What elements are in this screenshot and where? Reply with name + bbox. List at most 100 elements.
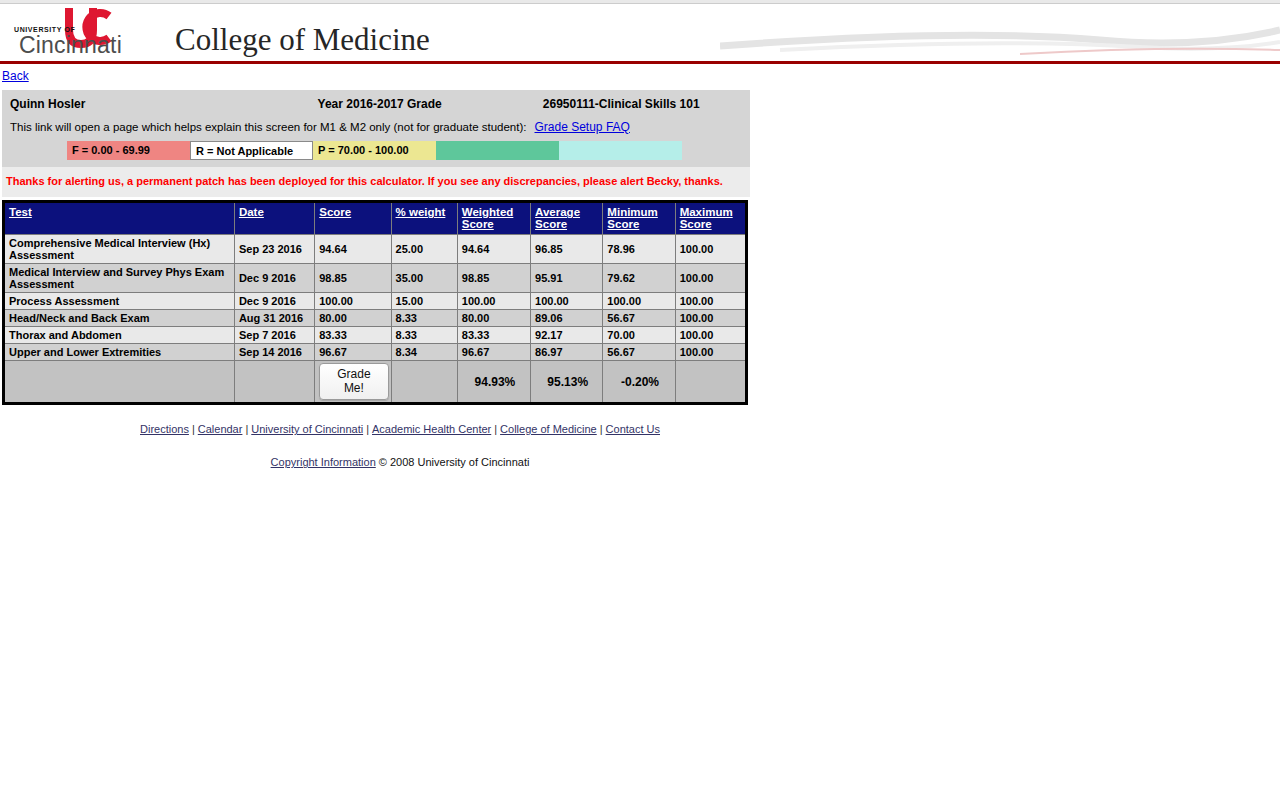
- score-cell: 96.67: [315, 344, 391, 361]
- minimum-score-cell: 100.00: [603, 293, 675, 310]
- footer-link-university-of-cincinnati[interactable]: University of Cincinnati: [251, 423, 363, 435]
- summary-row: Grade Me! 94.93% 95.13% -0.20%: [4, 361, 747, 404]
- score-cell: 98.85: [315, 264, 391, 293]
- test-cell: Head/Neck and Back Exam: [4, 310, 235, 327]
- score-cell: 100.00: [315, 293, 391, 310]
- minimum-score-cell: 56.67: [603, 310, 675, 327]
- minimum-score-cell: 78.96: [603, 235, 675, 264]
- grades-table: Test Date Score % weight Weighted Score …: [2, 200, 748, 405]
- maximum-score-cell: 100.00: [675, 264, 746, 293]
- summary-empty-maximum-cell: [675, 361, 746, 404]
- column-header-date[interactable]: Date: [234, 202, 314, 235]
- weighted-score-cell: 83.33: [457, 327, 530, 344]
- column-header-weighted-score[interactable]: Weighted Score: [457, 202, 530, 235]
- footer-links: Directions|Calendar|University of Cincin…: [0, 423, 800, 435]
- weighted-score-cell: 94.64: [457, 235, 530, 264]
- date-cell: Sep 23 2016: [234, 235, 314, 264]
- footer-link-directions[interactable]: Directions: [140, 423, 189, 435]
- minimum-score-cell: 56.67: [603, 344, 675, 361]
- faq-help-line: This link will open a page which helps e…: [2, 114, 750, 141]
- column-header-test[interactable]: Test: [4, 202, 235, 235]
- weighted-score-cell: 98.85: [457, 264, 530, 293]
- table-row: Thorax and Abdomen Sep 7 2016 83.33 8.33…: [4, 327, 747, 344]
- test-cell: Thorax and Abdomen: [4, 327, 235, 344]
- grade-legend: F = 0.00 - 69.99 R = Not Applicable P = …: [2, 141, 750, 167]
- column-header-minimum-score[interactable]: Minimum Score: [603, 202, 675, 235]
- summary-empty-date-cell: [234, 361, 314, 404]
- maximum-score-cell: 100.00: [675, 235, 746, 264]
- copyright-line: Copyright Information © 2008 University …: [0, 456, 800, 468]
- table-row: Head/Neck and Back Exam Aug 31 2016 80.0…: [4, 310, 747, 327]
- back-link[interactable]: Back: [2, 69, 29, 83]
- date-cell: Dec 9 2016: [234, 293, 314, 310]
- footer-link-college-of-medicine[interactable]: College of Medicine: [500, 423, 597, 435]
- maximum-score-cell: 100.00: [675, 310, 746, 327]
- average-score-cell: 86.97: [531, 344, 603, 361]
- student-info-bar: Quinn Hosler Year 2016-2017 Grade 269501…: [2, 90, 750, 114]
- date-cell: Sep 7 2016: [234, 327, 314, 344]
- legend-cyan-band: [559, 141, 682, 160]
- page-footer: Directions|Calendar|University of Cincin…: [0, 423, 800, 468]
- weight-cell: 8.34: [391, 344, 457, 361]
- footer-separator: |: [245, 423, 248, 435]
- column-header-maximum-score[interactable]: Maximum Score: [675, 202, 746, 235]
- weight-cell: 8.33: [391, 310, 457, 327]
- grade-me-button[interactable]: Grade Me!: [319, 363, 388, 400]
- table-row: Upper and Lower Extremities Sep 14 2016 …: [4, 344, 747, 361]
- weight-cell: 35.00: [391, 264, 457, 293]
- copyright-information-link[interactable]: Copyright Information: [271, 456, 376, 468]
- average-score-cell: 95.91: [531, 264, 603, 293]
- minimum-score-cell: 70.00: [603, 327, 675, 344]
- average-score-cell: 92.17: [531, 327, 603, 344]
- score-cell: 94.64: [315, 235, 391, 264]
- test-cell: Medical Interview and Survey Phys Exam A…: [4, 264, 235, 293]
- footer-separator: |: [192, 423, 195, 435]
- weighted-score-cell: 96.67: [457, 344, 530, 361]
- average-total: 95.13%: [531, 361, 603, 404]
- summary-empty-weight-cell: [391, 361, 457, 404]
- weight-cell: 8.33: [391, 327, 457, 344]
- uc-logo: UNIVERSITY OF Cincinnati: [6, 5, 156, 61]
- legend-not-applicable-band: R = Not Applicable: [190, 141, 313, 160]
- faq-help-text: This link will open a page which helps e…: [10, 121, 527, 133]
- score-cell: 83.33: [315, 327, 391, 344]
- patch-notice-text: Thanks for alerting us, a permanent patc…: [2, 167, 750, 197]
- legend-pass-band: P = 70.00 - 100.00: [313, 141, 436, 160]
- grade-setup-faq-link[interactable]: Grade Setup FAQ: [535, 120, 630, 134]
- column-header-weight[interactable]: % weight: [391, 202, 457, 235]
- date-cell: Sep 14 2016: [234, 344, 314, 361]
- grade-calculator-panel: Quinn Hosler Year 2016-2017 Grade 269501…: [2, 90, 750, 405]
- legend-fail-band: F = 0.00 - 69.99: [67, 141, 190, 160]
- test-cell: Comprehensive Medical Interview (Hx) Ass…: [4, 235, 235, 264]
- date-cell: Aug 31 2016: [234, 310, 314, 327]
- summary-empty-test-cell: [4, 361, 235, 404]
- column-header-score[interactable]: Score: [315, 202, 391, 235]
- score-cell: 80.00: [315, 310, 391, 327]
- student-name: Quinn Hosler: [10, 97, 259, 111]
- average-score-cell: 100.00: [531, 293, 603, 310]
- weight-cell: 25.00: [391, 235, 457, 264]
- swoosh-decoration-icon: [720, 0, 1280, 61]
- average-score-cell: 96.85: [531, 235, 603, 264]
- weighted-total: 94.93%: [457, 361, 530, 404]
- weighted-score-cell: 80.00: [457, 310, 530, 327]
- footer-link-calendar[interactable]: Calendar: [198, 423, 243, 435]
- maximum-score-cell: 100.00: [675, 327, 746, 344]
- minimum-score-cell: 79.62: [603, 264, 675, 293]
- grades-table-header-row: Test Date Score % weight Weighted Score …: [4, 202, 747, 235]
- table-row: Medical Interview and Survey Phys Exam A…: [4, 264, 747, 293]
- legend-green-band: [436, 141, 559, 160]
- table-row: Comprehensive Medical Interview (Hx) Ass…: [4, 235, 747, 264]
- back-link-row: Back: [0, 64, 1280, 90]
- minimum-total: -0.20%: [603, 361, 675, 404]
- table-row: Process Assessment Dec 9 2016 100.00 15.…: [4, 293, 747, 310]
- footer-link-academic-health-center[interactable]: Academic Health Center: [372, 423, 491, 435]
- footer-separator: |: [494, 423, 497, 435]
- summary-button-cell: Grade Me!: [315, 361, 391, 404]
- footer-link-contact-us[interactable]: Contact Us: [606, 423, 660, 435]
- test-cell: Upper and Lower Extremities: [4, 344, 235, 361]
- column-header-average-score[interactable]: Average Score: [531, 202, 603, 235]
- maximum-score-cell: 100.00: [675, 344, 746, 361]
- course-label: 26950111-Clinical Skills 101: [500, 97, 742, 111]
- footer-separator: |: [600, 423, 603, 435]
